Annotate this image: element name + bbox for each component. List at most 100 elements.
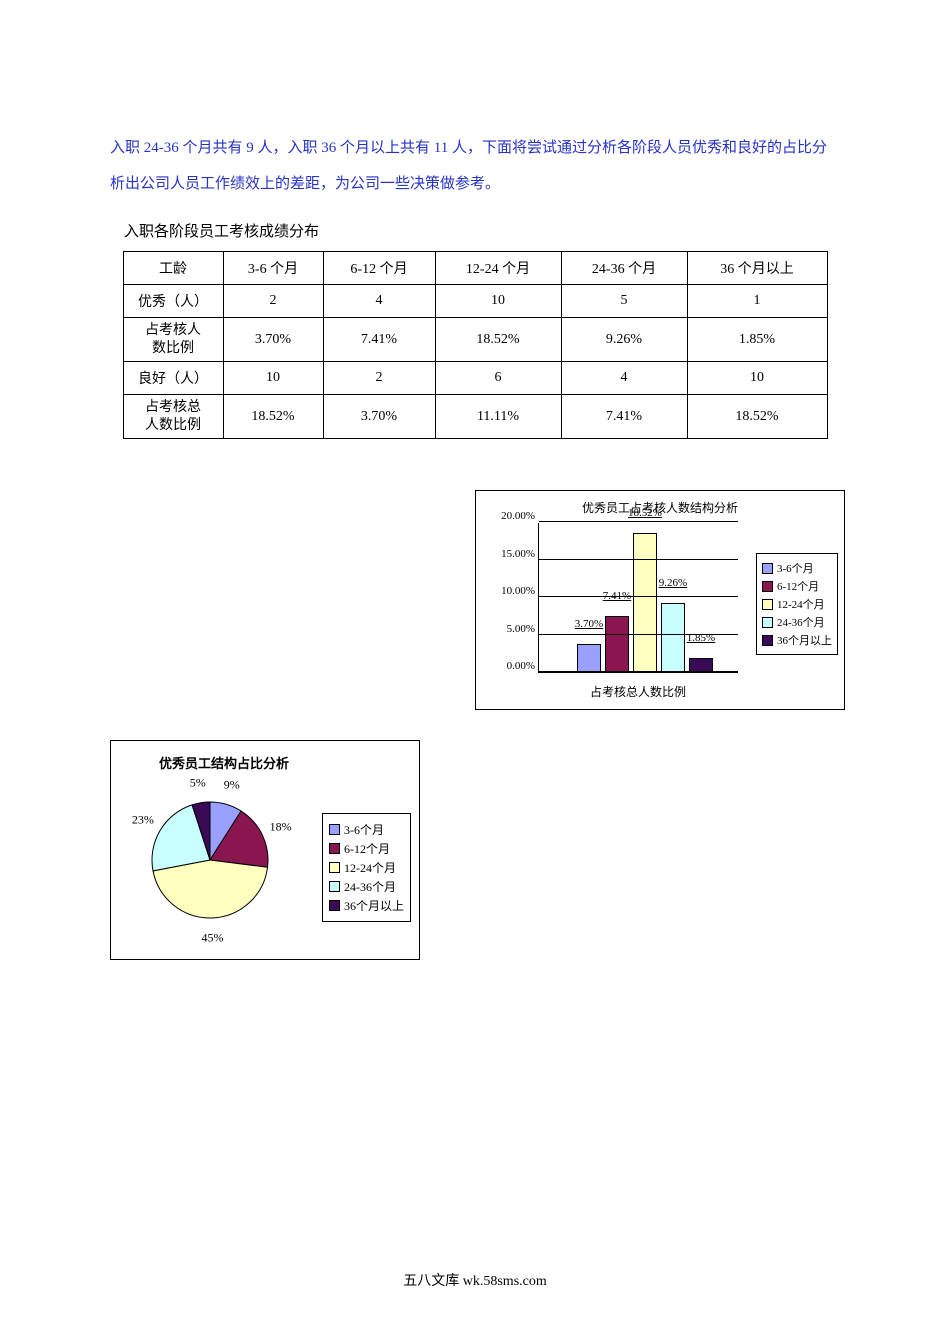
table-cell: 3.70% (323, 395, 435, 439)
gridline (539, 521, 738, 522)
legend-label: 3-6个月 (344, 821, 384, 838)
table-title: 入职各阶段员工考核成绩分布 (124, 220, 840, 241)
legend-swatch (762, 635, 773, 646)
pie-chart: 优秀员工结构占比分析 9%18%45%23%5% 3-6个月6-12个月12-2… (110, 740, 420, 960)
bar (689, 658, 713, 672)
table-header-cell: 3-6 个月 (223, 252, 323, 285)
table-header-cell: 12-24 个月 (435, 252, 561, 285)
legend-label: 6-12个月 (777, 578, 819, 594)
table-header-cell: 6-12 个月 (323, 252, 435, 285)
table-cell: 2 (223, 285, 323, 318)
table-cell: 7.41% (323, 318, 435, 362)
legend-label: 36个月以上 (344, 897, 404, 914)
legend-item: 3-6个月 (762, 560, 832, 576)
pie-legend: 3-6个月 6-12个月 12-24个月 24-36个月 36个月以上 (322, 813, 411, 922)
table-row: 占考核总人数比例18.52%3.70%11.11%7.41%18.52% (123, 395, 827, 439)
legend-swatch (329, 881, 340, 892)
table-row: 优秀（人）241051 (123, 285, 827, 318)
legend-label: 6-12个月 (344, 840, 390, 857)
y-tick-label: 10.00% (501, 585, 539, 597)
page-footer: 五八文库 wk.58sms.com (0, 1270, 950, 1290)
legend-item: 36个月以上 (329, 897, 404, 914)
table-cell: 18.52% (687, 395, 827, 439)
table-cell: 18.52% (223, 395, 323, 439)
table-cell: 10 (687, 362, 827, 395)
bar-legend: 3-6个月 6-12个月 12-24个月 24-36个月 36个月以上 (756, 553, 838, 655)
pie-data-label: 45% (201, 930, 223, 945)
legend-swatch (329, 843, 340, 854)
legend-swatch (762, 617, 773, 628)
legend-label: 36个月以上 (777, 632, 832, 648)
table-cell: 5 (561, 285, 687, 318)
intro-text: 入职 24-36 个月共有 9 人，入职 36 个月以上共有 11 人，下面将尝… (110, 130, 840, 202)
legend-item: 3-6个月 (329, 821, 404, 838)
y-tick-label: 15.00% (501, 548, 539, 560)
table-row-label: 占考核总人数比例 (123, 395, 223, 439)
legend-swatch (762, 599, 773, 610)
table-cell: 10 (435, 285, 561, 318)
pie-data-label: 23% (132, 813, 154, 828)
legend-label: 12-24个月 (777, 596, 825, 612)
legend-label: 3-6个月 (777, 560, 814, 576)
table-header-cell: 36 个月以上 (687, 252, 827, 285)
table-row: 占考核人数比例3.70%7.41%18.52%9.26%1.85% (123, 318, 827, 362)
table-cell: 4 (323, 285, 435, 318)
legend-swatch (329, 824, 340, 835)
bar-data-label: 3.70% (575, 618, 603, 630)
bar-x-caption: 占考核总人数比例 (538, 683, 738, 700)
legend-label: 24-36个月 (344, 878, 396, 895)
legend-label: 12-24个月 (344, 859, 396, 876)
bar (661, 603, 685, 672)
table-row-label: 良好（人） (123, 362, 223, 395)
legend-item: 6-12个月 (329, 840, 404, 857)
pie-plot-area: 9%18%45%23%5% (145, 795, 275, 925)
table-cell: 9.26% (561, 318, 687, 362)
table-cell: 3.70% (223, 318, 323, 362)
bar-chart: 优秀员工占考核人数结构分析 3.70%7.41%18.52%9.26%1.85%… (475, 490, 845, 710)
gridline (539, 596, 738, 597)
table-cell: 1.85% (687, 318, 827, 362)
gridline (539, 634, 738, 635)
legend-swatch (329, 900, 340, 911)
table-cell: 10 (223, 362, 323, 395)
legend-label: 24-36个月 (777, 614, 825, 630)
gridline (539, 671, 738, 672)
table-header-cell: 24-36 个月 (561, 252, 687, 285)
table-row-label: 优秀（人） (123, 285, 223, 318)
pie-slice (153, 860, 268, 918)
table-cell: 2 (323, 362, 435, 395)
legend-swatch (329, 862, 340, 873)
bar (633, 533, 657, 672)
bar-plot-area: 3.70%7.41%18.52%9.26%1.85% 0.00%5.00%10.… (538, 523, 738, 673)
table-cell: 1 (687, 285, 827, 318)
pie-data-label: 18% (270, 819, 292, 834)
legend-item: 12-24个月 (329, 859, 404, 876)
legend-item: 6-12个月 (762, 578, 832, 594)
table-cell: 18.52% (435, 318, 561, 362)
y-tick-label: 20.00% (501, 510, 539, 522)
table-cell: 6 (435, 362, 561, 395)
legend-item: 24-36个月 (762, 614, 832, 630)
bar-data-label: 9.26% (659, 577, 687, 589)
table-row: 良好（人）1026410 (123, 362, 827, 395)
table-cell: 11.11% (435, 395, 561, 439)
legend-item: 12-24个月 (762, 596, 832, 612)
data-table: 工龄3-6 个月6-12 个月12-24 个月24-36 个月36 个月以上 优… (123, 251, 828, 439)
legend-swatch (762, 581, 773, 592)
pie-chart-title: 优秀员工结构占比分析 (159, 753, 419, 772)
bar (605, 616, 629, 672)
pie-data-label: 9% (224, 778, 240, 793)
table-header-cell: 工龄 (123, 252, 223, 285)
legend-item: 36个月以上 (762, 632, 832, 648)
table-cell: 4 (561, 362, 687, 395)
y-tick-label: 0.00% (507, 660, 539, 672)
gridline (539, 559, 738, 560)
table-cell: 7.41% (561, 395, 687, 439)
y-tick-label: 5.00% (507, 623, 539, 635)
bar (577, 644, 601, 672)
pie-data-label: 5% (190, 775, 206, 790)
bar-data-label: 18.52% (628, 507, 662, 519)
legend-item: 24-36个月 (329, 878, 404, 895)
table-row-label: 占考核人数比例 (123, 318, 223, 362)
legend-swatch (762, 563, 773, 574)
